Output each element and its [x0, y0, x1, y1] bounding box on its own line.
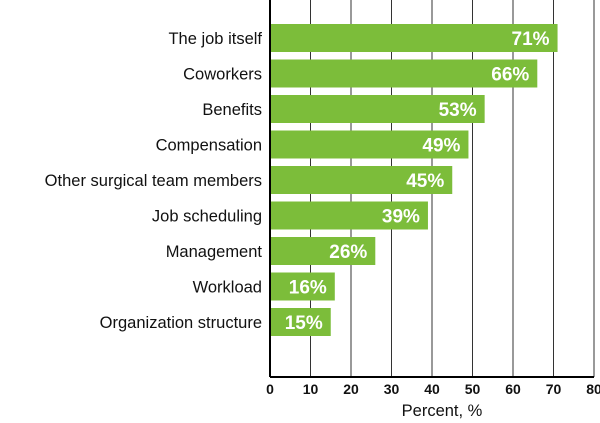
x-tick-labels: 0 10 20 30 40 50 60 70 80 — [266, 381, 600, 397]
category-label: Coworkers — [183, 66, 262, 84]
category-label: Benefits — [202, 101, 262, 119]
x-tick-label: 10 — [303, 381, 319, 397]
x-tick-label: 40 — [424, 381, 440, 397]
x-tick-label: 60 — [505, 381, 521, 397]
category-label: Other surgical team members — [45, 172, 262, 190]
x-tick-label: 70 — [546, 381, 562, 397]
bar — [270, 308, 331, 336]
value-labels: 71% 66% 53% 49% 45% 39% 26%16% 15% — [285, 29, 550, 334]
bar-value-label: 66% — [491, 65, 529, 86]
category-label: Job scheduling — [152, 208, 262, 226]
category-label: Compensation — [156, 137, 262, 155]
bar-value-label: 15% — [285, 313, 323, 334]
category-label: Workload — [193, 279, 262, 297]
category-label: Organization structure — [100, 314, 262, 332]
bar — [270, 201, 428, 230]
bar-value-label: 45% — [406, 171, 444, 192]
bar — [270, 237, 376, 265]
bar — [270, 272, 335, 301]
category-label: The job itself — [168, 30, 262, 48]
bar — [270, 95, 485, 123]
x-tick-label: 30 — [384, 381, 400, 397]
bar-value-label: 16% — [289, 278, 327, 299]
bar-value-label: 71% — [512, 29, 550, 50]
bar-value-label: 53% — [439, 100, 477, 121]
bar — [270, 166, 453, 194]
bar-value-label: 26% — [329, 242, 367, 263]
bar — [270, 130, 469, 159]
x-axis-title: Percent, % — [402, 402, 483, 420]
x-tick-label: 0 — [266, 381, 274, 397]
bar-value-label: 39% — [382, 207, 420, 228]
category-labels: The job itself Coworkers Benefits Compensat… — [45, 30, 263, 332]
bar — [270, 59, 538, 88]
category-label: Management — [166, 243, 263, 261]
bar-value-label: 49% — [422, 136, 460, 157]
bar — [270, 24, 558, 52]
bars — [270, 24, 558, 336]
x-tick-label: 20 — [343, 381, 359, 397]
x-tick-label: 50 — [465, 381, 481, 397]
x-tick-label: 80 — [586, 381, 600, 397]
